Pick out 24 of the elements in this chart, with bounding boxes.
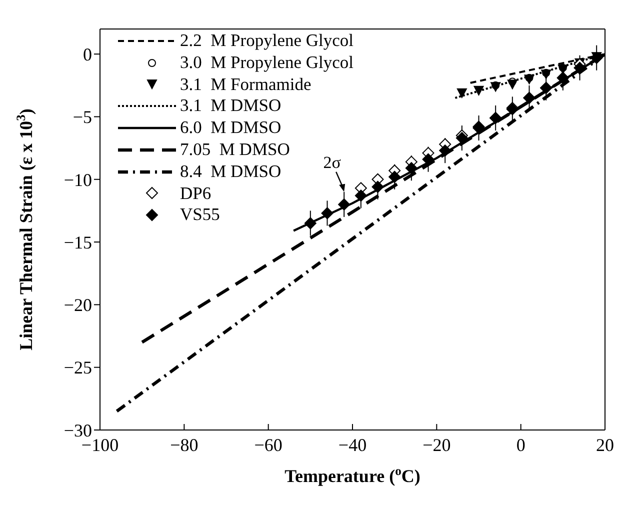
legend-label: 3.1 M DMSO xyxy=(180,95,282,118)
legend-label: 2.2 M Propylene Glycol xyxy=(180,30,354,52)
legend-label: 3.1 M Formamide xyxy=(180,74,312,96)
x-axis-title: Temperature ($^{o}$C) xyxy=(284,464,420,486)
legend-label: VS55 xyxy=(180,204,220,226)
legend-label: 3.0 M Propylene Glycol xyxy=(180,52,354,74)
y-tick-label: −5 xyxy=(72,107,92,128)
y-tick-label: 0 xyxy=(83,44,92,64)
x-tick-label: −40 xyxy=(338,434,367,455)
legend-label: DP6 xyxy=(180,182,212,204)
x-tick-label: −20 xyxy=(422,434,451,455)
y-tick-label: −25 xyxy=(64,358,92,378)
y-tick-label: −10 xyxy=(64,170,92,190)
x-tick-label: −80 xyxy=(170,434,198,455)
y-tick-label: −20 xyxy=(64,295,92,316)
legend-label: 7.05 M DMSO xyxy=(180,138,290,161)
annotation: 2σ xyxy=(323,152,341,172)
legend-label: 8.4 M DMSO xyxy=(180,160,282,183)
y-tick-label: −15 xyxy=(64,232,92,252)
y-tick-label: −30 xyxy=(64,420,92,440)
x-tick-label: 20 xyxy=(596,434,614,455)
legend-label: 6.0 M DMSO xyxy=(180,117,282,139)
x-tick-label: 0 xyxy=(516,434,526,455)
x-tick-label: −60 xyxy=(254,434,282,455)
